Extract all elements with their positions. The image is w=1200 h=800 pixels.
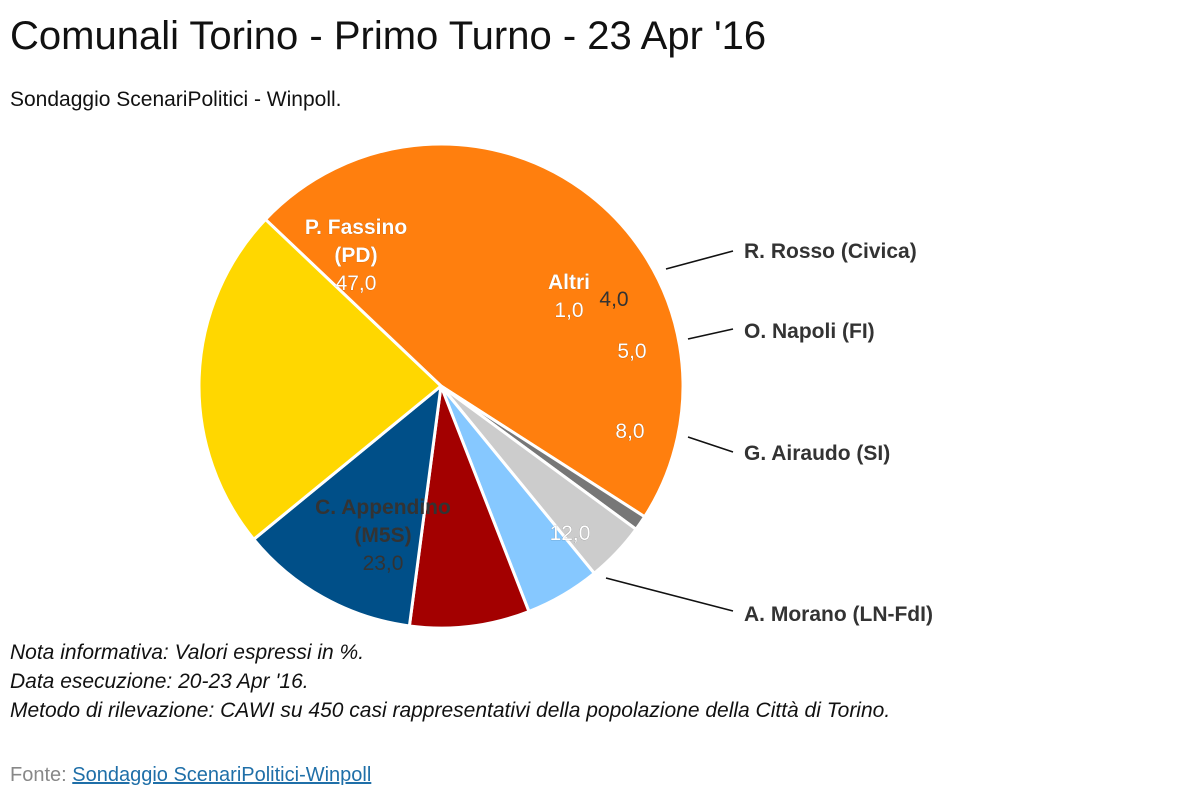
slice-value-o-napoli-fi: 5,0 [617,340,646,363]
leader-line-o-napoli-fi [687,328,734,340]
source-link[interactable]: Sondaggio ScenariPolitici-Winpoll [72,764,372,786]
leader-line-g-airaudo-si [687,436,734,453]
pie-labels: P. Fassino (PD) 47,0 Altri 1,0 4,0 R. Rosso (C… [305,216,933,626]
chart-title: Comunali Torino - Primo Turno - 23 Apr '… [10,14,767,58]
leader-line-r-rosso-civica [665,250,734,270]
source-prefix: Fonte: [10,764,73,786]
note-method: Metodo di rilevazione: CAWI su 450 casi … [10,699,891,722]
note-info: Nota informativa: Valori espressi in %. [10,641,365,664]
slice-label-c-appendino-m5s: C. Appendino [315,496,451,519]
leader-line-a-morano-ln-fdi [605,577,734,612]
slice-label-p-fassino-pd: (PD) [334,244,377,267]
chart-subtitle: Sondaggio ScenariPolitici - Winpoll. [10,88,342,111]
pie-slices [197,142,685,630]
pie-slice-a-morano-ln-fdi [252,384,443,628]
slice-value-g-airaudo-si: 8,0 [615,420,644,443]
pie-slice-c-appendino-m5s [197,217,443,541]
slice-label-c-appendino-m5s: (M5S) [354,524,411,547]
pie-slice-p-fassino-pd [263,142,685,519]
note-date: Data esecuzione: 20-23 Apr '16. [10,670,309,693]
slice-label-a-morano-ln-fdi: A. Morano (LN-FdI) [744,603,933,626]
pie-slice-g-airaudo-si [407,384,531,630]
slice-value-p-fassino-pd: 47,0 [336,272,377,295]
slice-value-a-morano-ln-fdi: 12,0 [550,522,591,545]
slice-label-r-rosso-civica: R. Rosso (Civica) [744,240,917,263]
slice-label-altri: Altri [548,271,590,294]
slice-label-g-airaudo-si: G. Airaudo (SI) [744,442,890,465]
slice-label-p-fassino-pd: P. Fassino [305,216,407,239]
notes: Nota informativa: Valori espressi in %. … [10,638,890,725]
slice-value-r-rosso-civica: 4,0 [599,288,628,311]
source-line: Fonte: Sondaggio ScenariPolitici-Winpoll [10,764,371,787]
slice-value-c-appendino-m5s: 23,0 [363,552,404,575]
slice-label-o-napoli-fi: O. Napoli (FI) [744,320,875,343]
slice-value-altri: 1,0 [554,299,583,322]
